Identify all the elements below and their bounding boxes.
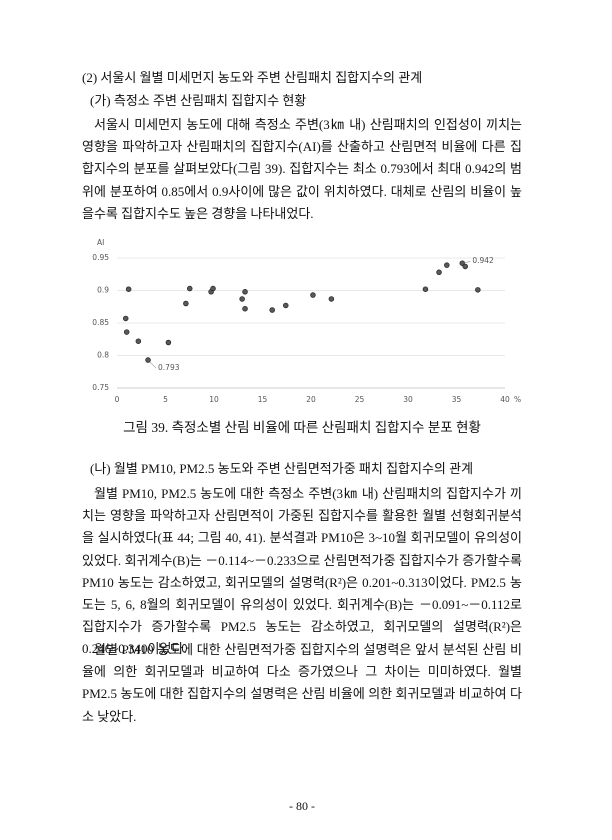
paragraph: 월별 PM10 농도에 대한 산림면적가중 집합지수의 설명력은 앞서 분석된 … <box>82 642 522 724</box>
y-axis-label: AI <box>97 238 104 247</box>
point <box>310 292 316 298</box>
x-tick-label: 0 <box>115 395 120 404</box>
point <box>462 263 468 270</box>
y-tick-label: 0.75 <box>92 383 109 392</box>
point <box>444 262 450 268</box>
point <box>242 289 248 295</box>
x-tick-label: 20 <box>306 395 316 404</box>
x-tick-label: 25 <box>355 395 365 404</box>
y-tick-label: 0.9 <box>97 286 109 295</box>
point <box>135 338 142 344</box>
x-tick-label: 40 <box>500 395 510 404</box>
point <box>422 286 429 292</box>
point <box>269 307 275 313</box>
subheading: (가) 측정소 주변 산림패치 집합지수 현황 <box>90 93 307 108</box>
point <box>125 286 132 292</box>
x-axis-label: % <box>514 395 521 404</box>
leader-line <box>464 260 471 264</box>
paragraph: 월별 PM10, PM2.5 농도에 대한 측정소 주변(3㎞ 내) 산림패치의… <box>82 486 522 657</box>
x-tick-label: 5 <box>163 395 168 404</box>
annotation: 0.793 <box>158 363 180 372</box>
point <box>187 285 193 292</box>
point <box>210 285 216 292</box>
figure-caption: 그림 39. 측정소별 산림 비율에 따른 산림패치 집합지수 분포 현황 <box>123 420 481 435</box>
chart: AI % 0.75 0.8 0.85 0.9 0.95 0 5 10 15 20 25 30 35 40 0… <box>92 238 521 404</box>
annotation: 0.942 <box>472 256 494 265</box>
x-tick-label: 30 <box>403 395 413 404</box>
y-tick-label: 0.95 <box>92 253 109 262</box>
heading: (2) 서울시 월별 미세먼지 농도와 주변 산림패치 집합지수의 관계 <box>82 70 423 85</box>
subheading: (나) 월별 PM10, PM2.5 농도와 주변 산림면적가중 패치 집합지수… <box>90 461 474 476</box>
y-tick-label: 0.8 <box>97 351 109 360</box>
point <box>122 315 129 322</box>
paragraph: 서울시 미세먼지 농도에 대해 측정소 주변(3㎞ 내) 산림패치의 인접성이 … <box>82 117 522 221</box>
y-tick-label: 0.85 <box>92 318 109 327</box>
point <box>475 287 481 293</box>
leader-line <box>149 361 157 369</box>
point <box>165 339 172 346</box>
point <box>328 296 335 302</box>
point <box>123 329 130 335</box>
point <box>239 296 245 302</box>
point <box>436 269 442 276</box>
point <box>183 300 189 307</box>
point <box>242 305 248 312</box>
x-tick-label: 35 <box>452 395 462 404</box>
x-tick-label: 10 <box>209 395 219 404</box>
x-tick-label: 15 <box>258 395 268 404</box>
page-number: - 80 - <box>289 799 315 813</box>
point <box>283 302 289 309</box>
point <box>145 357 151 363</box>
